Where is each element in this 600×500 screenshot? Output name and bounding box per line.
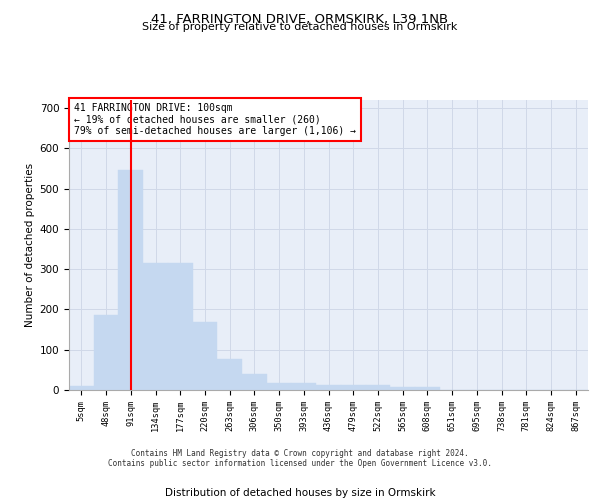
- Bar: [292, 383, 316, 390]
- Bar: [267, 383, 292, 390]
- Bar: [341, 385, 365, 390]
- Text: Contains public sector information licensed under the Open Government Licence v3: Contains public sector information licen…: [108, 458, 492, 468]
- Text: Contains HM Land Registry data © Crown copyright and database right 2024.: Contains HM Land Registry data © Crown c…: [131, 448, 469, 458]
- Bar: [217, 359, 242, 390]
- Bar: [69, 386, 94, 390]
- Text: 41 FARRINGTON DRIVE: 100sqm
← 19% of detached houses are smaller (260)
79% of se: 41 FARRINGTON DRIVE: 100sqm ← 19% of det…: [74, 103, 356, 136]
- Text: Distribution of detached houses by size in Ormskirk: Distribution of detached houses by size …: [164, 488, 436, 498]
- Bar: [118, 170, 143, 390]
- Bar: [143, 263, 168, 390]
- Bar: [390, 387, 415, 390]
- Bar: [168, 263, 193, 390]
- Text: Size of property relative to detached houses in Ormskirk: Size of property relative to detached ho…: [142, 22, 458, 32]
- Bar: [242, 374, 267, 390]
- Y-axis label: Number of detached properties: Number of detached properties: [25, 163, 35, 327]
- Bar: [415, 387, 440, 390]
- Bar: [94, 316, 118, 390]
- Bar: [193, 322, 217, 390]
- Bar: [316, 385, 341, 390]
- Text: 41, FARRINGTON DRIVE, ORMSKIRK, L39 1NB: 41, FARRINGTON DRIVE, ORMSKIRK, L39 1NB: [151, 12, 449, 26]
- Bar: [365, 385, 390, 390]
